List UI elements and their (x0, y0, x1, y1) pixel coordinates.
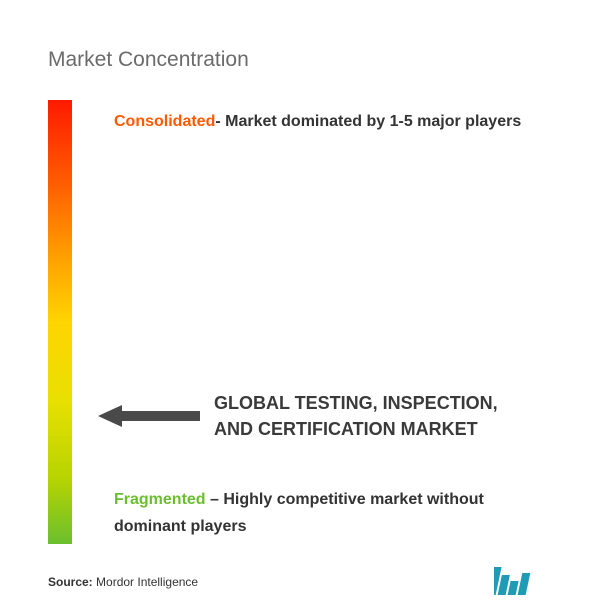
source-value: Mordor Intelligence (96, 575, 198, 589)
arrow-left-icon (98, 405, 200, 427)
fragmented-label: Fragmented – Highly competitive market w… (114, 486, 534, 540)
concentration-gradient-bar (48, 100, 72, 544)
market-pointer: GLOBAL TESTING, INSPECTION, AND CERTIFIC… (98, 390, 524, 442)
market-name: GLOBAL TESTING, INSPECTION, AND CERTIFIC… (214, 390, 524, 442)
consolidated-desc: - Market dominated by 1-5 major players (215, 113, 521, 130)
fragmented-key: Fragmented (114, 491, 206, 508)
consolidated-label: Consolidated- Market dominated by 1-5 ma… (114, 108, 534, 135)
consolidated-key: Consolidated (114, 113, 215, 130)
mordor-intelligence-logo (494, 565, 538, 595)
chart-area: Consolidated- Market dominated by 1-5 ma… (48, 100, 542, 550)
source-label: Source: (48, 575, 93, 589)
source-line: Source: Mordor Intelligence (48, 575, 198, 589)
chart-title: Market Concentration (48, 48, 542, 72)
